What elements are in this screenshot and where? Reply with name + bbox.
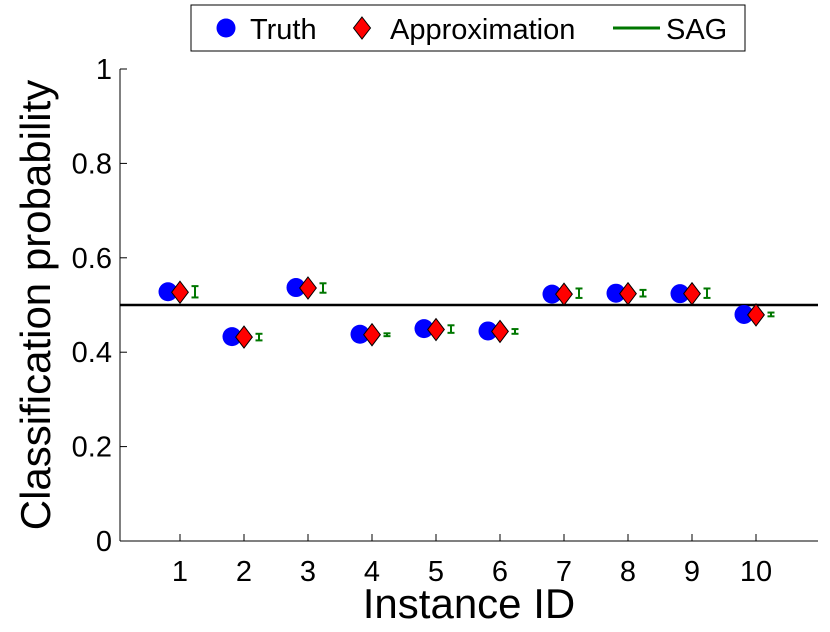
y-tick-label: 0 xyxy=(96,526,112,558)
approximation-point xyxy=(363,322,381,347)
approximation-point xyxy=(555,282,573,306)
sag-errorbar xyxy=(639,288,647,298)
y-axis-label: Classification probability xyxy=(12,80,59,531)
truth-point xyxy=(158,282,178,302)
legend-approximation-marker xyxy=(352,16,372,40)
sag-errorbar xyxy=(767,311,775,318)
x-tick-label: 9 xyxy=(684,556,700,588)
truth-point xyxy=(542,284,562,304)
sag-errorbar xyxy=(255,332,263,342)
x-tick-label: 2 xyxy=(236,556,252,588)
legend-approximation-label: Approximation xyxy=(390,14,575,46)
x-tick-label: 7 xyxy=(556,556,572,588)
y-tick-label: 0.8 xyxy=(72,148,112,180)
sag-errorbar xyxy=(575,287,583,299)
y-tick-label: 0.4 xyxy=(72,337,112,369)
legend-truth-label: Truth xyxy=(250,14,317,46)
axes: 0 0.2 0.4 0.6 0.8 1 1 2 3 4 5 6 7 8 9 10 xyxy=(72,54,818,588)
legend-truth-marker xyxy=(216,18,236,38)
truth-point xyxy=(222,327,242,347)
sag-errorbar xyxy=(191,285,199,299)
approximation-point xyxy=(299,276,317,300)
x-axis-label: Instance ID xyxy=(363,580,575,627)
truth-point xyxy=(606,283,626,303)
sag-errorbar xyxy=(447,324,455,334)
sag-errorbar xyxy=(383,332,391,338)
x-tick-label: 10 xyxy=(740,556,772,588)
approximation-point xyxy=(619,281,637,306)
x-tick-label: 5 xyxy=(428,556,444,588)
truth-point xyxy=(350,324,370,344)
y-tick-label: 1 xyxy=(96,54,112,86)
approximation-point xyxy=(491,319,509,344)
legend-sag-label: SAG xyxy=(666,14,727,46)
approximation-point xyxy=(427,317,445,342)
approximation-point xyxy=(235,325,253,349)
truth-point xyxy=(734,304,754,324)
y-tick-label: 0.2 xyxy=(72,432,112,464)
data-marks xyxy=(158,276,775,349)
truth-point xyxy=(414,319,434,339)
truth-point xyxy=(670,284,690,304)
x-tick-label: 3 xyxy=(300,556,316,588)
sag-errorbar xyxy=(703,287,711,299)
x-tick-label: 4 xyxy=(364,556,380,588)
approximation-point xyxy=(683,281,701,306)
approximation-point xyxy=(747,303,765,327)
x-tick-label: 8 xyxy=(620,556,636,588)
x-tick-label: 1 xyxy=(172,556,188,588)
truth-point xyxy=(286,278,306,298)
sag-errorbar xyxy=(319,282,327,294)
x-tick-label: 6 xyxy=(492,556,508,588)
legend: Truth Approximation SAG xyxy=(190,4,746,52)
y-tick-label: 0.6 xyxy=(72,243,112,275)
approximation-point xyxy=(171,280,189,305)
sag-errorbar xyxy=(511,328,519,335)
truth-point xyxy=(478,321,498,341)
